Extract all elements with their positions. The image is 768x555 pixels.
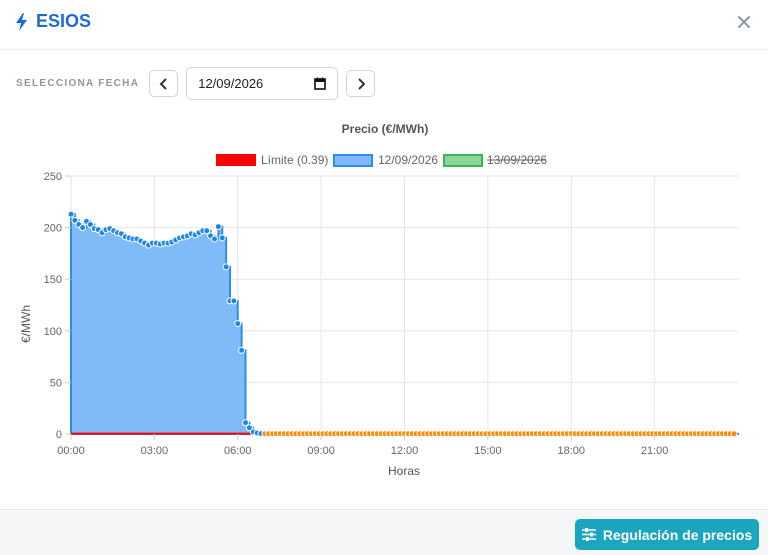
date-input[interactable]: 12/09/2026 [186, 67, 339, 100]
modal-header: ESIOS [0, 0, 768, 50]
y-axis-ticks: 0 50 100 150 200 250 [44, 171, 71, 441]
price-regulation-button[interactable]: Regulación de precios [575, 519, 759, 550]
today-price-points [67, 210, 738, 438]
x-axis-label: Horas [388, 464, 420, 478]
modal-title: ESIOS [15, 11, 91, 32]
price-point[interactable] [71, 216, 79, 224]
y-tick-label: 250 [44, 171, 62, 183]
price-chart: Precio (€/MWh) Límite (0.39) 12/09/2026 … [0, 112, 768, 492]
price-point[interactable] [234, 320, 242, 328]
price-point[interactable] [245, 424, 253, 432]
y-tick-label: 0 [56, 429, 62, 441]
date-toolbar: SELECCIONA FECHA 12/09/2026 [16, 67, 376, 100]
price-point[interactable] [238, 346, 246, 354]
x-tick-label: 06:00 [224, 445, 252, 457]
legend-label-today: 12/09/2026 [378, 153, 438, 167]
price-point[interactable] [242, 419, 250, 427]
legend-item-tomorrow[interactable]: 13/09/2026 [443, 153, 547, 167]
price-point[interactable] [67, 210, 75, 218]
price-point[interactable] [203, 227, 211, 235]
y-tick-label: 50 [50, 377, 62, 389]
next-day-button[interactable] [346, 70, 376, 97]
modal-title-text: ESIOS [36, 11, 92, 31]
legend-item-limit[interactable]: Límite (0.39) [216, 153, 328, 167]
calendar-icon[interactable] [314, 77, 327, 90]
y-tick-label: 100 [44, 326, 62, 338]
x-tick-label: 03:00 [141, 445, 169, 457]
y-tick-label: 150 [44, 274, 62, 286]
price-regulation-label: Regulación de precios [602, 526, 753, 543]
bolt-icon [16, 12, 27, 31]
chevron-right-icon [358, 77, 366, 90]
price-point[interactable] [79, 224, 87, 232]
chart-title: Precio (€/MWh) [342, 122, 429, 136]
legend-swatch-tomorrow [443, 154, 483, 167]
x-tick-label: 15:00 [474, 445, 502, 457]
price-point[interactable] [730, 430, 738, 438]
sliders-icon [581, 528, 596, 541]
x-tick-label: 09:00 [307, 445, 335, 457]
x-tick-label: 00:00 [57, 445, 85, 457]
x-tick-label: 21:00 [641, 445, 669, 457]
y-tick-label: 200 [44, 223, 62, 235]
price-point[interactable] [218, 234, 226, 242]
price-chart-svg: Precio (€/MWh) Límite (0.39) 12/09/2026 … [19, 122, 739, 478]
price-point[interactable] [214, 223, 222, 231]
y-axis-label: €/MWh [19, 305, 33, 343]
price-point[interactable] [86, 221, 94, 229]
date-input-value: 12/09/2026 [198, 76, 264, 91]
price-point[interactable] [210, 235, 218, 243]
chart-legend: Límite (0.39) 12/09/2026 13/09/2026 [216, 153, 547, 167]
x-tick-label: 12:00 [391, 445, 419, 457]
prev-day-button[interactable] [149, 70, 179, 97]
legend-swatch-today [333, 154, 373, 167]
legend-label-limit: Límite (0.39) [261, 153, 328, 167]
legend-item-today[interactable]: 12/09/2026 [333, 153, 438, 167]
price-point[interactable] [230, 297, 238, 305]
legend-swatch-limit [216, 154, 256, 166]
date-label: SELECCIONA FECHA [16, 78, 140, 89]
x-axis-ticks: 00:00 03:00 06:00 09:00 12:00 15:00 18:00 21:00 [57, 434, 668, 457]
chevron-left-icon [159, 77, 167, 90]
price-point[interactable] [222, 263, 230, 271]
x-tick-label: 18:00 [557, 445, 585, 457]
close-icon[interactable] [736, 14, 752, 30]
